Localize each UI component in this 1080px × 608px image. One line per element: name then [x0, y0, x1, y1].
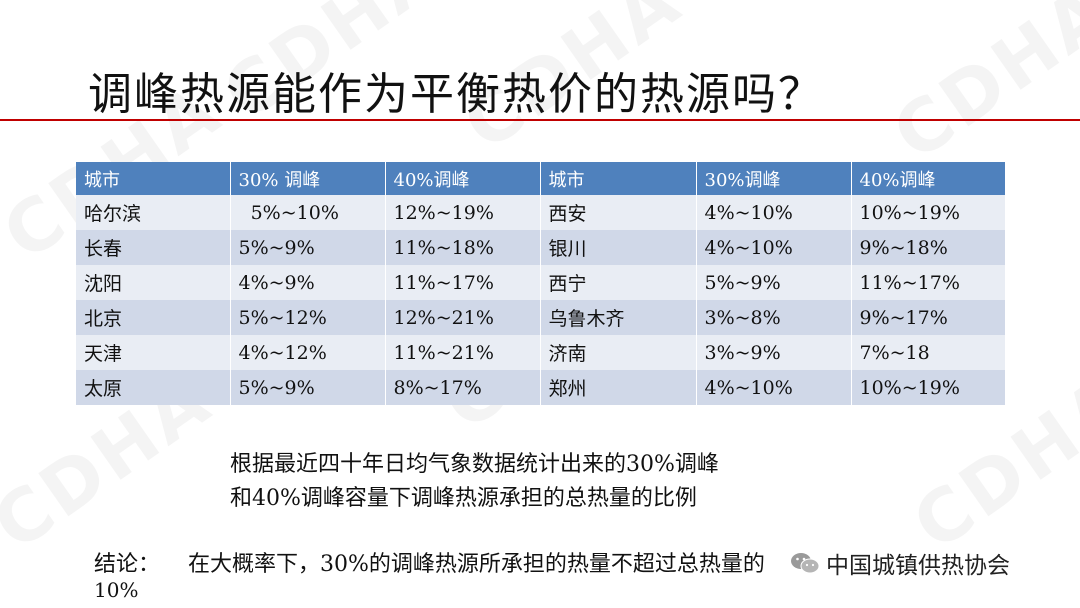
table-row: 长春 5%~9% 11%~18% 银川 4%~10% 9%~18% [76, 230, 1006, 265]
table-cell: 郑州 [540, 370, 697, 405]
table-cell: 济南 [540, 335, 697, 370]
conclusion: 结论： 在大概率下，30%的调峰热源所承担的热量不超过总热量的 [94, 546, 765, 578]
table-cell: 太原 [76, 370, 231, 405]
header-40-peak: 40%调峰 [851, 162, 1006, 195]
wechat-source-badge: 中国城镇供热协会 [790, 546, 1010, 580]
table-cell: 天津 [76, 335, 231, 370]
note-line: 根据最近四十年日均气象数据统计出来的30%调峰 [230, 452, 719, 477]
table-cell: 8%~17% [385, 370, 541, 405]
table-row: 哈尔滨 5%~10% 12%~19% 西安 4%~10% 10%~19% [76, 195, 1006, 230]
table-cell: 10%~19% [851, 370, 1006, 405]
header-city: 城市 [76, 162, 231, 195]
table-cell: 7%~18 [851, 335, 1006, 370]
title-underline [0, 119, 1080, 121]
peak-ratio-table: 城市 30% 调峰 40%调峰 城市 30%调峰 40%调峰 哈尔滨 5%~10… [76, 162, 1006, 405]
watermark-text: CDHA [878, 0, 1080, 177]
header-city: 城市 [540, 162, 697, 195]
table-cell: 哈尔滨 [76, 195, 231, 230]
conclusion-tail: 10% [94, 578, 139, 602]
table-row: 北京 5%~12% 12%~21% 乌鲁木齐 3%~8% 9%~17% [76, 300, 1006, 335]
table-cell: 银川 [540, 230, 697, 265]
table-cell: 西安 [540, 195, 697, 230]
table-cell: 9%~17% [851, 300, 1006, 335]
conclusion-text: 在大概率下，30%的调峰热源所承担的热量不超过总热量的 [188, 552, 765, 577]
table-cell: 3%~8% [696, 300, 852, 335]
table-cell: 12%~19% [385, 195, 541, 230]
table-cell: 4%~10% [696, 195, 852, 230]
table-cell: 12%~21% [385, 300, 541, 335]
table-cell: 4%~12% [230, 335, 386, 370]
table-header-row: 城市 30% 调峰 40%调峰 城市 30%调峰 40%调峰 [76, 162, 1006, 195]
table-cell: 10%~19% [851, 195, 1006, 230]
table-cell: 沈阳 [76, 265, 231, 300]
table-row: 天津 4%~12% 11%~21% 济南 3%~9% 7%~18 [76, 335, 1006, 370]
table-cell: 北京 [76, 300, 231, 335]
note-line: 和40%调峰容量下调峰热源承担的总热量的比例 [230, 486, 697, 511]
table-cell: 9%~18% [851, 230, 1006, 265]
table-cell: 4%~10% [696, 230, 852, 265]
table-cell: 11%~18% [385, 230, 541, 265]
table-cell: 11%~21% [385, 335, 541, 370]
table-cell: 3%~9% [696, 335, 852, 370]
header-30-peak: 30%调峰 [696, 162, 852, 195]
table-cell: 4%~9% [230, 265, 386, 300]
table-cell: 5%~9% [230, 370, 386, 405]
table-cell: 5%~10% [230, 195, 386, 230]
wechat-icon [791, 553, 820, 574]
table-cell: 西宁 [540, 265, 697, 300]
header-40-peak: 40%调峰 [385, 162, 541, 195]
table-cell: 5%~9% [696, 265, 852, 300]
table-cell: 11%~17% [385, 265, 541, 300]
table-row: 太原 5%~9% 8%~17% 郑州 4%~10% 10%~19% [76, 370, 1006, 405]
table-cell: 乌鲁木齐 [540, 300, 697, 335]
table-cell: 5%~9% [230, 230, 386, 265]
table-row: 沈阳 4%~9% 11%~17% 西宁 5%~9% 11%~17% [76, 265, 1006, 300]
wechat-account-name: 中国城镇供热协会 [826, 553, 1010, 579]
slide-title: 调峰热源能作为平衡热价的热源吗？ [88, 69, 824, 120]
table-cell: 长春 [76, 230, 231, 265]
table-cell: 11%~17% [851, 265, 1006, 300]
table-cell: 4%~10% [696, 370, 852, 405]
table-cell: 5%~12% [230, 300, 386, 335]
conclusion-label: 结论： [94, 552, 161, 577]
data-source-note: 根据最近四十年日均气象数据统计出来的30%调峰 和40%调峰容量下调峰热源承担的… [230, 448, 719, 516]
header-30-peak: 30% 调峰 [230, 162, 386, 195]
